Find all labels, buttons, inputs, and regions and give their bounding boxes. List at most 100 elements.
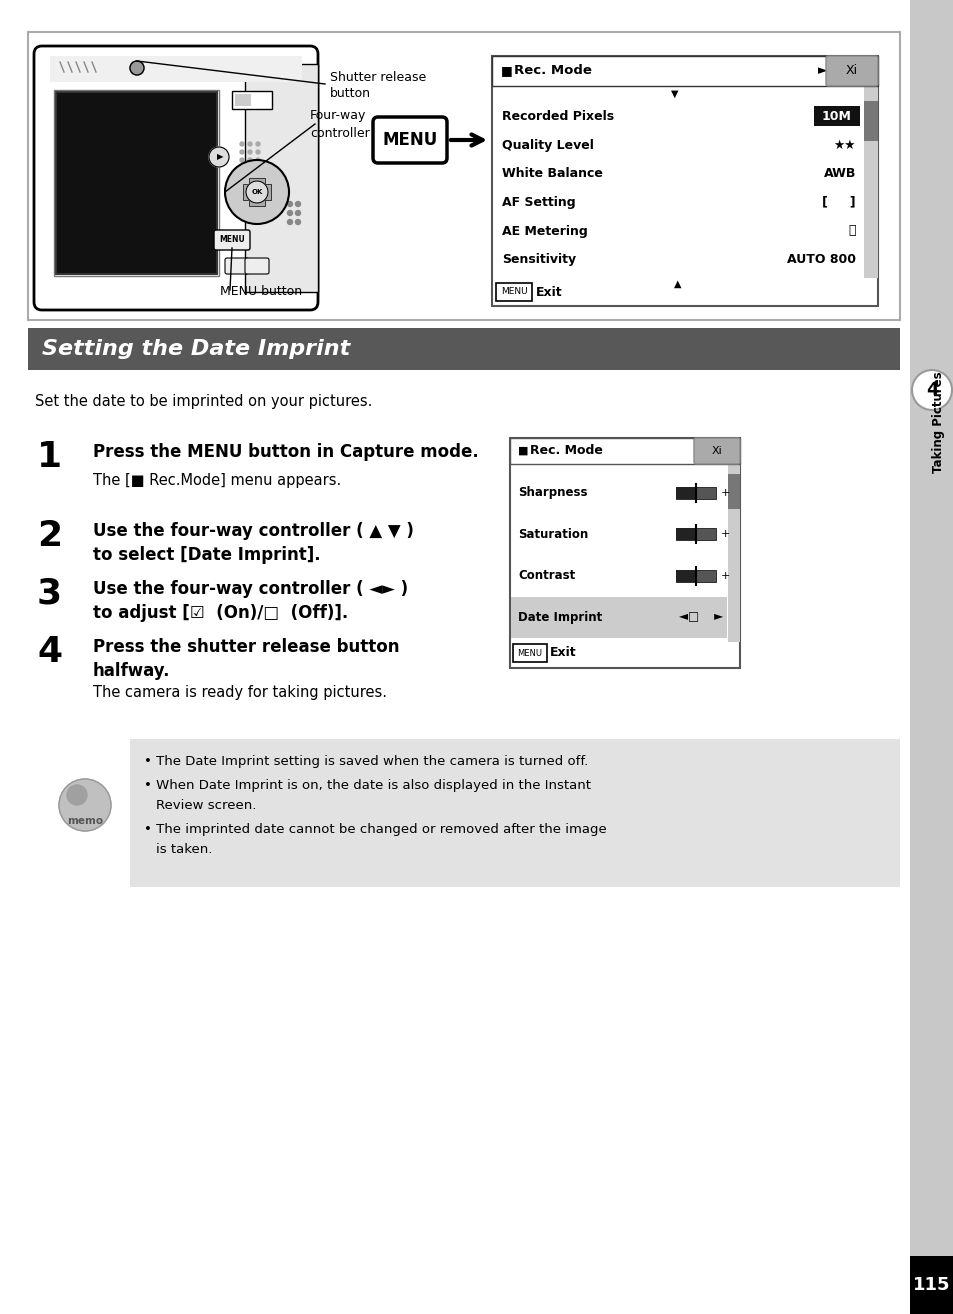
Text: Contrast: Contrast: [517, 569, 575, 582]
FancyBboxPatch shape: [34, 46, 317, 310]
Text: 4: 4: [37, 635, 62, 669]
Text: button: button: [330, 87, 371, 100]
Circle shape: [255, 142, 260, 146]
Bar: [492, 57, 877, 85]
Text: Exit: Exit: [536, 285, 562, 298]
Circle shape: [240, 142, 244, 146]
Bar: [727, 464, 740, 643]
Bar: [510, 438, 740, 464]
FancyBboxPatch shape: [245, 258, 269, 275]
FancyBboxPatch shape: [513, 644, 546, 662]
Bar: [234, 95, 251, 106]
Text: Sharpness: Sharpness: [517, 486, 587, 499]
Text: Quality Level: Quality Level: [501, 138, 594, 151]
Text: AF Setting: AF Setting: [501, 196, 575, 209]
Circle shape: [67, 784, 87, 805]
FancyBboxPatch shape: [693, 438, 740, 464]
Text: Use the four-way controller ( ▲ ▼ )
to select [Date Imprint].: Use the four-way controller ( ▲ ▼ ) to s…: [92, 522, 414, 564]
Bar: [863, 85, 877, 279]
Text: AE Metering: AE Metering: [501, 225, 587, 238]
Text: ■: ■: [500, 64, 512, 78]
Bar: [50, 57, 302, 81]
Text: Setting the Date Imprint: Setting the Date Imprint: [42, 339, 350, 359]
Text: Review screen.: Review screen.: [156, 799, 256, 812]
Bar: [130, 738, 899, 887]
Text: ◄□    ►: ◄□ ►: [679, 611, 722, 624]
Bar: [863, 101, 877, 141]
Text: 10M: 10M: [821, 110, 851, 122]
Text: Press the shutter release button
halfway.: Press the shutter release button halfway…: [92, 639, 399, 679]
Circle shape: [287, 210, 293, 215]
Circle shape: [240, 150, 244, 154]
Text: Shutter release: Shutter release: [330, 71, 426, 84]
Circle shape: [209, 147, 229, 167]
Text: OK: OK: [251, 189, 262, 194]
Text: 4: 4: [924, 381, 937, 399]
Circle shape: [255, 150, 260, 154]
Text: AUTO 800: AUTO 800: [786, 254, 855, 267]
Text: AWB: AWB: [822, 167, 855, 180]
Text: Taking Pictures: Taking Pictures: [931, 371, 944, 473]
Text: MENU: MENU: [500, 288, 527, 297]
FancyBboxPatch shape: [213, 230, 250, 250]
Bar: [28, 32, 899, 321]
Text: ▲: ▲: [674, 279, 681, 289]
Text: 1: 1: [37, 440, 62, 474]
Text: The camera is ready for taking pictures.: The camera is ready for taking pictures.: [92, 685, 387, 700]
Circle shape: [248, 158, 252, 162]
Text: ▼: ▼: [671, 89, 678, 99]
Circle shape: [130, 60, 144, 75]
Text: +: +: [720, 487, 730, 498]
Text: MENU: MENU: [382, 131, 437, 148]
Text: Saturation: Saturation: [517, 528, 588, 541]
Circle shape: [246, 181, 268, 202]
Bar: [510, 438, 740, 464]
Text: • When Date Imprint is on, the date is also displayed in the Instant: • When Date Imprint is on, the date is a…: [144, 779, 590, 792]
Text: • The imprinted date cannot be changed or removed after the image: • The imprinted date cannot be changed o…: [144, 823, 606, 836]
Text: Four-way: Four-way: [310, 109, 366, 122]
Bar: [676, 570, 716, 582]
Text: Rec. Mode: Rec. Mode: [514, 64, 591, 78]
Text: Press the MENU button in Capture mode.: Press the MENU button in Capture mode.: [92, 443, 478, 461]
Text: [     ]: [ ]: [821, 196, 855, 209]
Circle shape: [248, 142, 252, 146]
Text: White Balance: White Balance: [501, 167, 602, 180]
Text: 2: 2: [37, 519, 62, 553]
Bar: [909, 1256, 953, 1314]
Text: Sensitivity: Sensitivity: [501, 254, 576, 267]
Bar: [245, 64, 317, 292]
Circle shape: [295, 210, 300, 215]
Text: is taken.: is taken.: [156, 844, 213, 855]
Text: Set the date to be imprinted on your pictures.: Set the date to be imprinted on your pic…: [35, 394, 372, 409]
Text: MENU button: MENU button: [220, 285, 302, 298]
Bar: [56, 92, 216, 275]
Bar: [510, 438, 740, 668]
Text: Xi: Xi: [845, 64, 857, 78]
Text: Exit: Exit: [550, 646, 576, 660]
Circle shape: [287, 201, 293, 206]
Circle shape: [295, 201, 300, 206]
Circle shape: [255, 158, 260, 162]
Bar: [676, 486, 716, 499]
Bar: [492, 57, 877, 306]
Text: ▶: ▶: [216, 152, 223, 162]
Text: The [■ Rec.Mode] menu appears.: The [■ Rec.Mode] menu appears.: [92, 473, 341, 487]
Bar: [232, 91, 272, 109]
Text: memo: memo: [67, 816, 103, 827]
Text: ■: ■: [517, 445, 528, 456]
Bar: [243, 184, 271, 200]
Circle shape: [287, 219, 293, 225]
Text: 115: 115: [912, 1276, 950, 1294]
Text: +: +: [720, 530, 730, 539]
Bar: [676, 570, 696, 582]
Bar: [813, 106, 859, 126]
Circle shape: [248, 150, 252, 154]
Text: Rec. Mode: Rec. Mode: [530, 444, 602, 457]
Circle shape: [225, 160, 289, 223]
Circle shape: [295, 219, 300, 225]
Bar: [511, 597, 726, 639]
Circle shape: [911, 371, 951, 410]
Bar: [676, 528, 696, 540]
Bar: [54, 89, 219, 276]
Bar: [28, 328, 899, 371]
